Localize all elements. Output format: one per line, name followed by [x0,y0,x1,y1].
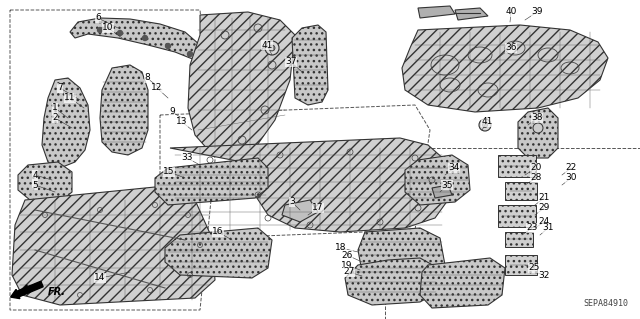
Text: 24: 24 [538,218,550,226]
Polygon shape [432,185,452,198]
Text: 17: 17 [312,204,324,212]
Text: 41: 41 [261,41,273,49]
Text: 5: 5 [32,181,38,189]
Text: 23: 23 [526,224,538,233]
Bar [498,155,536,177]
Polygon shape [18,162,72,202]
Circle shape [483,122,488,128]
Polygon shape [292,25,328,105]
Text: 41: 41 [481,117,493,127]
Text: 16: 16 [212,227,224,236]
Text: 18: 18 [335,243,347,253]
Text: 9: 9 [169,108,175,116]
Text: 3: 3 [289,197,295,206]
Text: 32: 32 [538,271,550,279]
Text: 20: 20 [531,164,541,173]
Text: 38: 38 [531,114,543,122]
Polygon shape [358,228,445,282]
Polygon shape [188,12,295,158]
Text: 31: 31 [542,224,554,233]
Bar [498,205,536,227]
Text: 1: 1 [52,103,58,113]
Circle shape [265,41,279,55]
Text: 35: 35 [441,181,452,189]
Text: 8: 8 [144,73,150,83]
Text: 36: 36 [505,43,516,53]
Circle shape [188,51,193,56]
Text: 22: 22 [565,164,577,173]
Bar [505,232,533,247]
Circle shape [269,45,275,51]
Text: 27: 27 [343,268,355,277]
Text: 10: 10 [102,24,114,33]
Text: 29: 29 [538,204,550,212]
Circle shape [118,31,122,35]
Text: 21: 21 [538,194,550,203]
Text: 25: 25 [528,263,540,272]
Text: 4: 4 [32,170,38,180]
Text: 15: 15 [163,167,175,176]
Text: 28: 28 [531,174,541,182]
Text: 7: 7 [57,84,63,93]
Circle shape [533,123,543,133]
Text: 13: 13 [176,117,188,127]
Polygon shape [100,65,148,155]
Polygon shape [282,200,318,222]
Polygon shape [42,78,90,168]
Polygon shape [420,258,505,308]
Text: 34: 34 [448,164,460,173]
Polygon shape [455,8,488,20]
Bar [505,255,537,275]
Text: 11: 11 [64,93,76,102]
Text: 26: 26 [341,250,353,259]
Text: FR.: FR. [48,287,66,297]
Polygon shape [165,228,272,278]
Polygon shape [12,185,215,305]
Text: 39: 39 [531,8,543,17]
Text: 12: 12 [151,84,163,93]
Polygon shape [155,158,268,205]
FancyArrow shape [11,281,43,299]
Text: 37: 37 [285,57,297,66]
Circle shape [166,43,170,48]
Text: 2: 2 [52,114,58,122]
Polygon shape [418,6,455,18]
Text: 19: 19 [341,261,353,270]
Circle shape [479,119,491,131]
Text: 6: 6 [95,13,101,23]
Text: 40: 40 [506,8,516,17]
Polygon shape [170,138,448,232]
Polygon shape [518,108,558,158]
Bar [505,182,537,200]
Polygon shape [405,155,470,205]
Circle shape [97,27,102,33]
Text: 14: 14 [94,273,106,283]
Polygon shape [402,25,608,112]
Polygon shape [70,18,205,60]
Text: 30: 30 [565,174,577,182]
Text: SEPA84910: SEPA84910 [583,299,628,308]
Polygon shape [345,258,438,305]
Text: 33: 33 [181,153,193,162]
Circle shape [143,35,147,41]
